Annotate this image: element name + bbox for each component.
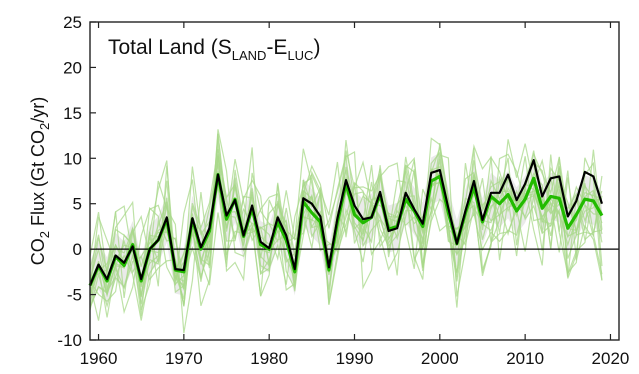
y-tick-label: 15 [63,104,82,123]
x-tick-label: 1970 [165,349,203,368]
x-tick-label: 2020 [592,349,630,368]
x-tick-label: 2010 [506,349,544,368]
model-line [89,129,603,311]
y-tick-label: 0 [73,240,82,259]
x-tick-label: 1980 [250,349,288,368]
x-axis: 1960 1970 1980 1990 2000 2010 2020 [80,22,630,368]
x-tick-label: 1960 [80,349,118,368]
model-line [89,133,603,321]
panel-title: Total Land (SLAND-ELUC) [108,36,320,63]
model-line [89,141,603,334]
y-tick-label: -10 [57,331,82,350]
y-tick-label: 20 [63,58,82,77]
budget-series-line [88,159,603,286]
series-layer [88,159,604,287]
y-tick-label: 25 [63,13,82,32]
model-line [89,137,603,317]
y-axis-title: CO2 Flux (Gt CO2/yr) [28,97,52,265]
y-axis: -10 -5 0 5 10 15 20 25 [57,13,96,350]
y-tick-label: 10 [63,149,82,168]
x-tick-label: 2000 [421,349,459,368]
y-tick-label: -5 [67,286,82,305]
model-line [89,148,603,297]
model-line [89,162,603,311]
x-tick-label: 1990 [336,349,374,368]
y-tick-label: 5 [73,195,82,214]
